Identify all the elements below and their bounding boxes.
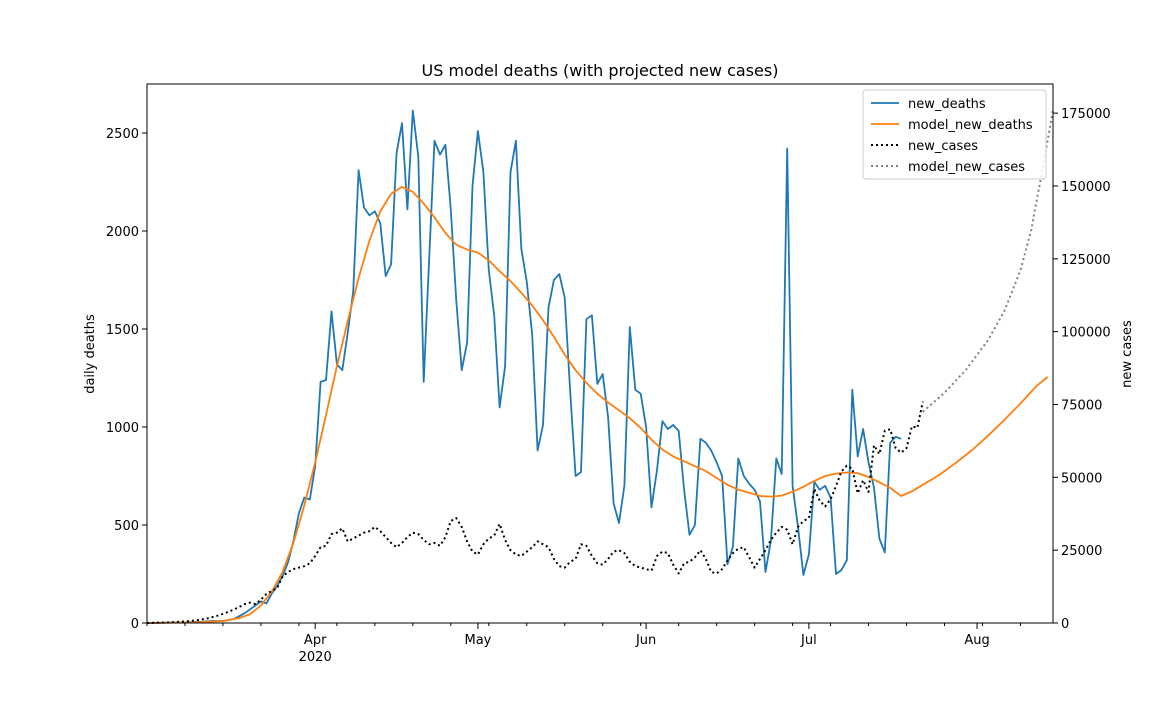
y-right-tick-label: 25000	[1061, 544, 1102, 559]
chart-title: US model deaths (with projected new case…	[422, 61, 779, 80]
y-axis-left-label: daily deaths	[83, 314, 98, 394]
x-tick-label: Apr	[304, 633, 327, 648]
x-tick-label: Jul	[800, 633, 817, 648]
series-line-new-deaths	[146, 109, 902, 624]
legend-label-model-new-cases: model_new_cases	[908, 160, 1025, 175]
y-right-tick-label: 125000	[1061, 253, 1111, 268]
series-line-model-new-cases	[922, 110, 1054, 413]
y-axis-right-label: new cases	[1120, 320, 1135, 388]
y-right-tick-label: 50000	[1061, 471, 1102, 486]
legend-label-new-cases: new_cases	[908, 139, 978, 154]
y-right-tick-label: 75000	[1061, 398, 1102, 413]
x-tick-label: May	[464, 633, 491, 648]
series-line-model-new-deaths	[146, 185, 1049, 624]
y-left-tick-label: 2500	[106, 127, 139, 142]
y-left-tick-label: 1500	[106, 323, 139, 338]
y-right-tick-label: 0	[1061, 617, 1069, 632]
legend: new_deaths model_new_deaths new_casesmodel…	[862, 89, 1047, 180]
y-left-tick-label: 1000	[106, 421, 139, 436]
x-tick-label: Aug	[964, 633, 989, 648]
y-left-tick-label: 2000	[106, 225, 139, 240]
y-right-tick-label: 100000	[1061, 326, 1111, 341]
plot-area	[146, 109, 1054, 624]
plot-frame	[146, 83, 1054, 624]
x-tick-label: Jun	[635, 633, 656, 648]
y-left-tick-label: 0	[131, 617, 139, 632]
y-left-tick-label: 500	[114, 519, 139, 534]
legend-label-model-new-deaths: model_new_deaths	[908, 118, 1033, 133]
axes: 0500100015002000250002500050000750001000…	[106, 83, 1111, 665]
legend-box	[862, 89, 1047, 180]
y-right-tick-label: 175000	[1061, 107, 1111, 122]
legend-label-new-deaths: new_deaths	[908, 97, 986, 112]
y-right-tick-label: 150000	[1061, 180, 1111, 195]
x-tick-sublabel: 2020	[299, 650, 332, 665]
